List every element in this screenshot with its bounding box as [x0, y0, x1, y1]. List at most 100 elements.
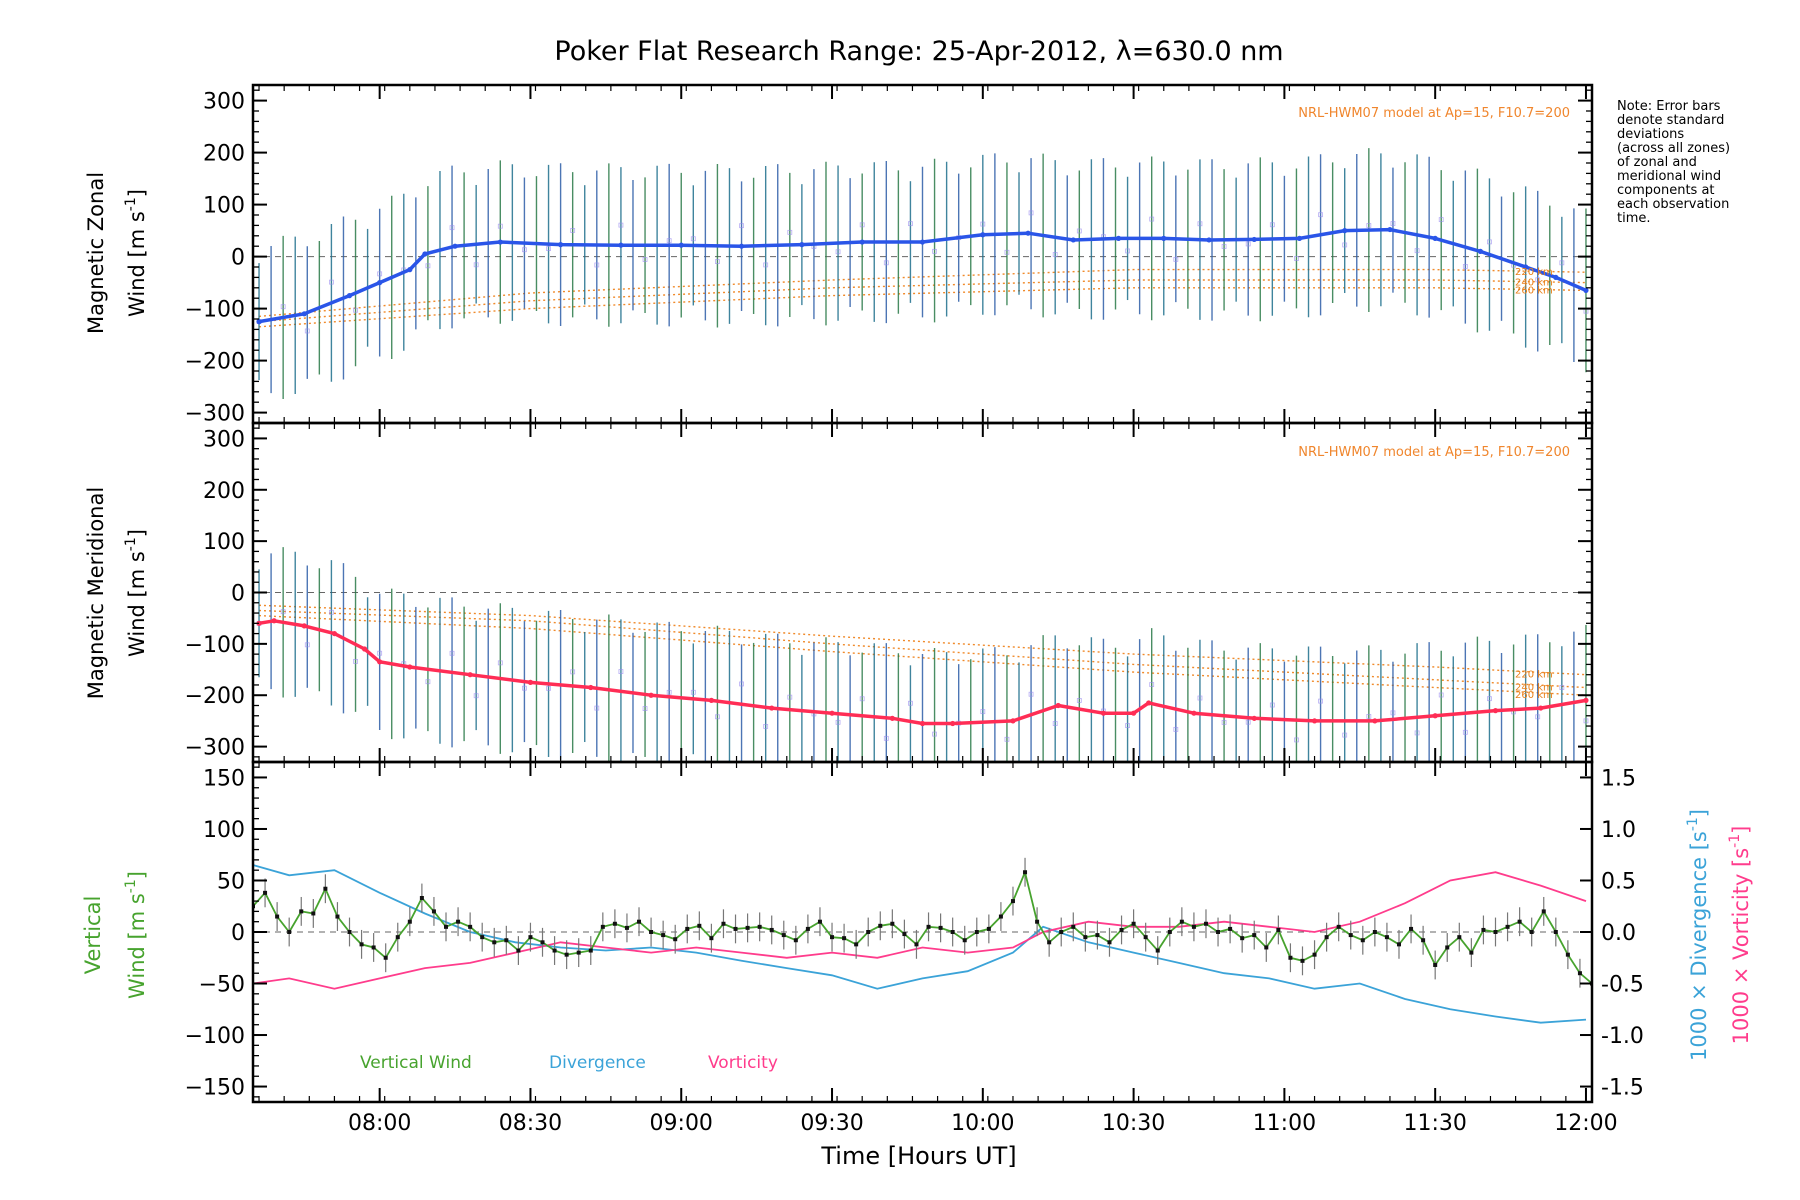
vertical-wind-point — [974, 930, 979, 934]
zone-marker — [715, 714, 720, 720]
zonal-ylabel-line2: Wind [m s-1] — [123, 189, 149, 317]
vertical-wind-point — [637, 919, 642, 924]
vertical-wind-point — [1288, 955, 1293, 960]
vertical-wind-point — [480, 935, 485, 940]
meridional-model-note: NRL-HWM07 model at Ap=15, F10.7=200 — [1298, 445, 1570, 460]
meridional-wind-point — [361, 646, 368, 652]
vertical-wind-point — [1131, 921, 1136, 926]
model-altitude-label: 240 km — [1515, 683, 1553, 694]
vertical-wind-point — [998, 914, 1003, 919]
vertical-wind-point — [1059, 930, 1064, 934]
zone-marker — [1366, 714, 1372, 719]
y-tick-label: −200 — [185, 684, 245, 709]
zonal-wind-line — [258, 227, 1587, 324]
zone-marker — [1269, 222, 1275, 228]
meridional-ylabel-line1: Magnetic Meridional — [84, 487, 108, 699]
y-tick-label: −300 — [185, 736, 245, 761]
meridional-wind-point — [588, 684, 594, 691]
right-tick-label: -0.5 — [1601, 973, 1644, 998]
vertical-wind-line — [253, 869, 1592, 985]
vertical-wind-point — [1228, 926, 1233, 931]
vertical-wind-point — [588, 948, 593, 953]
zonal-wind-point — [1296, 235, 1303, 241]
x-tick-label: 08:30 — [499, 1111, 562, 1136]
vertical-wind-point — [1396, 942, 1401, 947]
zone-marker — [1414, 248, 1420, 254]
zone-marker — [1390, 221, 1396, 226]
vertical-wind-point — [1493, 930, 1498, 934]
vertical-wind-point — [1529, 930, 1534, 934]
vertical-wind-point — [1276, 927, 1281, 932]
y-tick-label: −150 — [185, 1076, 245, 1101]
zone-marker — [522, 247, 527, 253]
meridional-wind-point — [377, 659, 383, 665]
vertical-wind-point — [1445, 945, 1450, 950]
vertical-wind-point — [1167, 930, 1172, 934]
zone-marker — [835, 719, 841, 725]
vertical-wind-point — [926, 924, 931, 929]
vertical-wind-point — [1023, 870, 1028, 875]
zonal-wind-point — [377, 280, 383, 286]
meridional-wind-point — [527, 679, 534, 685]
zone-marker — [329, 609, 334, 615]
vertical-wind-point — [492, 940, 497, 945]
zone-marker — [980, 221, 986, 227]
vertical-wind-point — [733, 926, 738, 931]
meridional-wind-point — [1492, 708, 1499, 714]
zonal-wind-point — [980, 232, 986, 238]
vertical-wind-point — [673, 937, 678, 942]
plot-area — [253, 547, 1592, 762]
vertical-wind-point — [504, 938, 509, 943]
zone-marker — [1245, 241, 1251, 247]
vertical-wind-point — [1336, 924, 1341, 929]
zonal-wind-point — [1115, 235, 1122, 241]
vertical-wind-point — [649, 930, 654, 934]
zone-marker — [1438, 217, 1444, 223]
vertical-wind-point — [371, 945, 376, 950]
zonal-wind-point — [497, 239, 503, 245]
y-tick-label: 0 — [231, 921, 245, 946]
zone-marker — [1197, 695, 1203, 701]
y-tick-label: −50 — [199, 973, 245, 998]
vertical-wind-point — [685, 926, 690, 931]
zonal-wind-point — [919, 239, 926, 245]
zone-marker — [1366, 223, 1372, 228]
zone-marker — [1149, 682, 1155, 687]
zone-marker — [546, 246, 551, 251]
zone-marker — [1342, 242, 1348, 248]
zonal-wind-point — [1387, 226, 1393, 233]
vertical-ylabel-line1: Vertical — [81, 896, 105, 975]
vertical-wind-point — [1409, 926, 1414, 931]
zonal-wind-point — [256, 319, 262, 325]
zone-marker — [1004, 736, 1010, 742]
zone-marker — [1076, 228, 1082, 234]
vertical-wind-point — [854, 942, 859, 947]
zone-marker — [449, 225, 455, 231]
y-tick-label: 150 — [203, 766, 245, 791]
zone-marker — [473, 262, 479, 268]
note-line: meridional wind — [1617, 169, 1721, 184]
vertical-wind-point — [1240, 936, 1245, 941]
vertical-wind-point — [323, 886, 328, 891]
zonal-wind-point — [452, 243, 458, 249]
zone-marker — [425, 263, 431, 269]
zone-marker — [304, 642, 310, 648]
meridional-wind-point — [1583, 697, 1589, 703]
zone-marker — [1173, 726, 1179, 732]
vertical-wind-point — [1372, 930, 1377, 934]
vertical-wind-point — [299, 909, 304, 914]
zone-marker — [1149, 216, 1155, 222]
zonal-wind-point — [678, 242, 684, 248]
zonal-wind-panel: NRL-HWM07 model at Ap=15, F10.7=200 Magn… — [84, 83, 1594, 427]
model-altitude-label: 260 km — [1515, 690, 1553, 701]
zone-marker — [546, 685, 551, 691]
zone-marker — [304, 328, 310, 334]
vertical-wind-point — [890, 921, 895, 926]
zone-marker — [280, 304, 286, 310]
vertical-wind-point — [1010, 899, 1015, 904]
vertical-wind-point — [866, 930, 871, 934]
y-tick-label: −300 — [185, 402, 245, 427]
vertical-wind-point — [1360, 938, 1365, 943]
zone-marker — [522, 685, 527, 691]
note-line: each observation — [1617, 197, 1729, 212]
